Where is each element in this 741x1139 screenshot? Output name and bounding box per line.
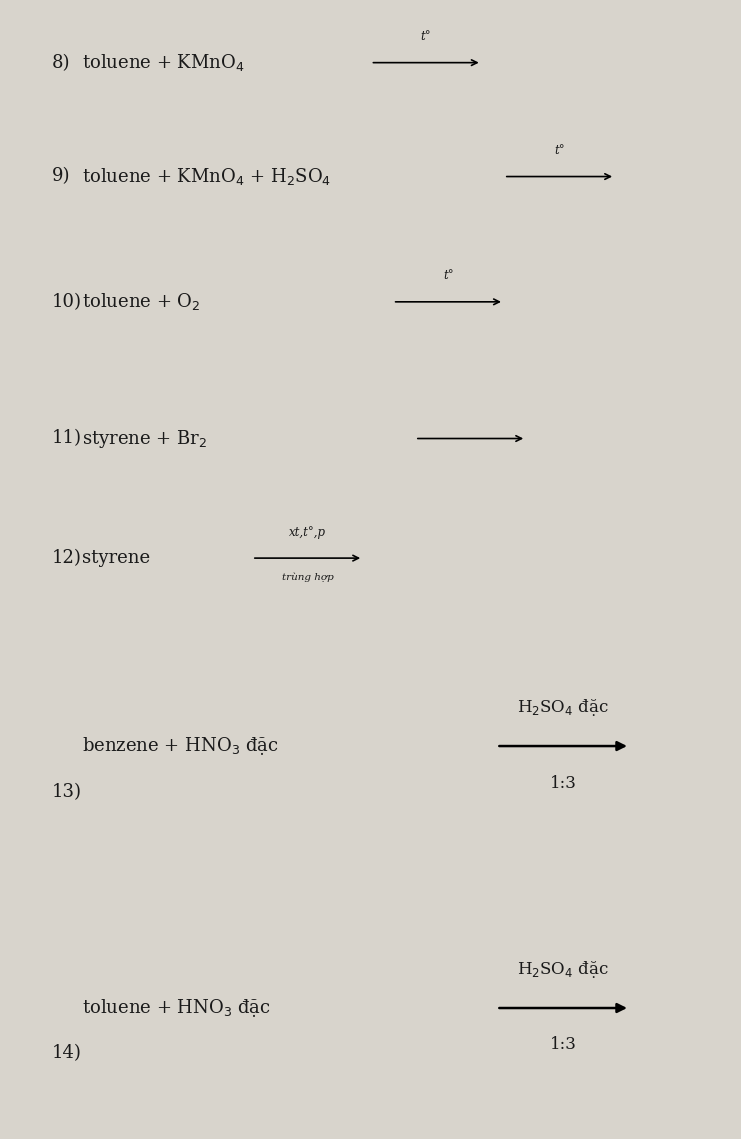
Text: 11): 11) xyxy=(52,429,82,448)
Text: xt,t°,p: xt,t°,p xyxy=(289,526,326,539)
Text: t°: t° xyxy=(421,31,431,43)
Text: toluene + O$_2$: toluene + O$_2$ xyxy=(82,292,200,312)
Text: 1:3: 1:3 xyxy=(550,1036,576,1054)
Text: H$_2$SO$_4$ đặc: H$_2$SO$_4$ đặc xyxy=(517,959,609,980)
Text: toluene + KMnO$_4$: toluene + KMnO$_4$ xyxy=(82,52,244,73)
Text: 8): 8) xyxy=(52,54,70,72)
Text: 10): 10) xyxy=(52,293,82,311)
Text: t°: t° xyxy=(554,145,565,157)
Text: benzene + HNO$_3$ đặc: benzene + HNO$_3$ đặc xyxy=(82,735,279,757)
Text: H$_2$SO$_4$ đặc: H$_2$SO$_4$ đặc xyxy=(517,697,609,718)
Text: styrene + Br$_2$: styrene + Br$_2$ xyxy=(82,427,207,450)
Text: trùng hợp: trùng hợp xyxy=(282,573,333,582)
Text: styrene: styrene xyxy=(82,549,150,567)
Text: 12): 12) xyxy=(52,549,82,567)
Text: 14): 14) xyxy=(52,1044,82,1063)
Text: 1:3: 1:3 xyxy=(550,775,576,792)
Text: t°: t° xyxy=(443,270,453,282)
Text: toluene + KMnO$_4$ + H$_2$SO$_4$: toluene + KMnO$_4$ + H$_2$SO$_4$ xyxy=(82,166,330,187)
Text: 13): 13) xyxy=(52,782,82,801)
Text: 9): 9) xyxy=(52,167,70,186)
Text: toluene + HNO$_3$ đặc: toluene + HNO$_3$ đặc xyxy=(82,997,270,1019)
